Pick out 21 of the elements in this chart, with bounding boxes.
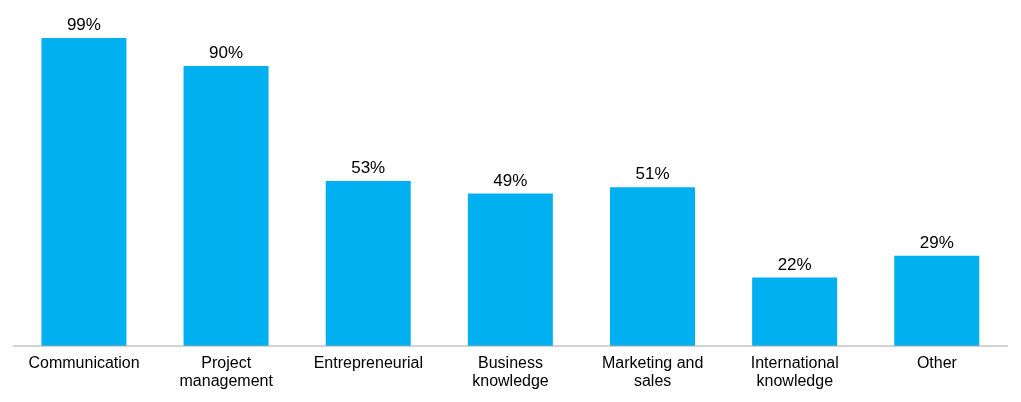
data-label: 49% <box>493 170 528 190</box>
x-tick-label: Marketing and sales <box>601 354 704 389</box>
data-label: 22% <box>777 254 812 274</box>
x-tick-label: Project management <box>179 354 274 389</box>
x-tick-label: Other <box>916 354 958 371</box>
bar <box>41 38 127 346</box>
x-tick-label: Business knowledge <box>472 354 549 389</box>
bar <box>752 277 838 346</box>
x-tick-label: Communication <box>28 354 140 371</box>
data-label: 29% <box>919 232 954 252</box>
data-label: 90% <box>209 43 244 62</box>
bar <box>183 66 269 346</box>
bar <box>467 193 553 346</box>
data-label: 99% <box>66 15 101 34</box>
bar <box>610 187 695 346</box>
data-label: 51% <box>635 164 670 184</box>
x-tick-label: International knowledge <box>750 354 839 389</box>
data-label: 53% <box>351 158 386 178</box>
bar <box>325 181 411 346</box>
bar <box>894 255 980 346</box>
x-tick-label: Entrepreneurial <box>313 354 424 371</box>
